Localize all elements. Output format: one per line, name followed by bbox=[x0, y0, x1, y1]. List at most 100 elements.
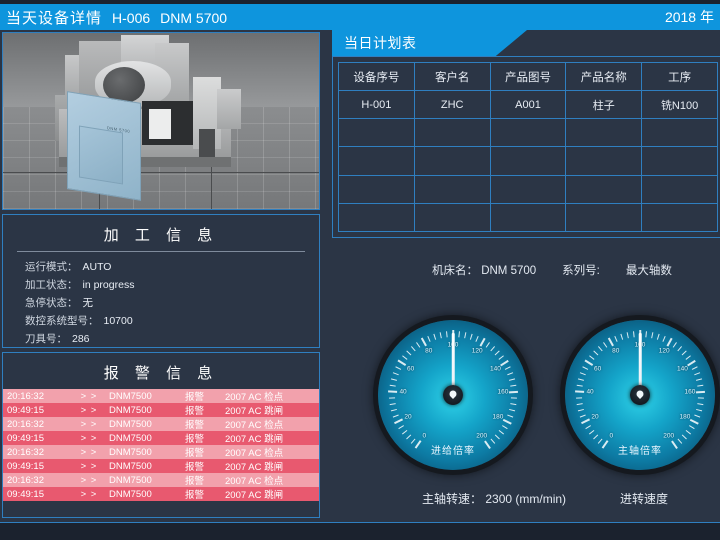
alarm-row[interactable]: 09:49:15 > > DNM7500 报警 2007 AC 跳闸 bbox=[3, 431, 319, 445]
plan-cell: A001 bbox=[489, 89, 567, 120]
process-info-value: 无 bbox=[82, 297, 94, 309]
alarm-row[interactable]: 20:16:32 > > DNM7500 报警 2007 AC 检点 bbox=[3, 417, 319, 431]
plan-cell: 柱子 bbox=[565, 89, 643, 120]
plan-cell bbox=[565, 146, 643, 176]
machine-part-fin bbox=[199, 129, 215, 161]
floor-line-a bbox=[3, 172, 319, 173]
plan-column-header: 客户名 bbox=[413, 62, 491, 91]
process-info-label: 加工状态： bbox=[25, 279, 78, 291]
process-info-value: AUTO bbox=[82, 261, 112, 273]
alarm-time: 09:49:15 bbox=[7, 404, 44, 416]
alarm-code: 2007 AC 跳闸 bbox=[225, 434, 284, 445]
alarm-row[interactable]: 09:49:15 > > DNM7500 报警 2007 AC 跳闸 bbox=[3, 487, 319, 501]
alarm-code: 2007 AC 跳闸 bbox=[225, 462, 284, 473]
daily-plan-header-row: 设备序号 客户名 产品图号 产品名称 工序 bbox=[338, 62, 718, 91]
daily-plan-tbody: H-001 ZHC A001 柱子 铣N100 bbox=[338, 89, 718, 233]
gauge-tick-label: 80 bbox=[612, 347, 620, 355]
floor-line-c bbox=[211, 163, 212, 209]
alarm-kind: 报警 bbox=[185, 434, 205, 445]
tab-daily-plan[interactable]: 当日计划表 bbox=[332, 30, 527, 56]
table-row[interactable] bbox=[338, 174, 718, 204]
alarm-time: 20:16:32 bbox=[7, 446, 44, 458]
gauge-tick-label: 20 bbox=[404, 413, 412, 421]
machine-meta-row: 机床名： DNM 5700 系列号: 最大轴数 bbox=[332, 262, 720, 278]
table-row[interactable] bbox=[338, 146, 718, 176]
table-row[interactable]: H-001 ZHC A001 柱子 铣N100 bbox=[338, 89, 718, 120]
machine-meta-item: 系列号: bbox=[562, 262, 600, 278]
machine-part-front-inset bbox=[79, 125, 123, 185]
plan-cell bbox=[413, 202, 491, 233]
alarm-arrow: > > bbox=[80, 474, 98, 486]
daily-plan-thead: 设备序号 客户名 产品图号 产品名称 工序 bbox=[338, 62, 718, 91]
alarm-device: DNM7500 bbox=[109, 474, 152, 486]
alarm-device: DNM7500 bbox=[109, 432, 152, 444]
gauge-spindle-override: 020406080100120140160180200 主轴倍率 bbox=[561, 316, 719, 474]
gauge-tick-label: 180 bbox=[492, 413, 504, 421]
gauge-tick-label: 200 bbox=[476, 432, 488, 440]
gauge-spindle-name: 主轴倍率 bbox=[618, 446, 662, 457]
header-left-group: 当天设备详情 H-006 DNM 5700 bbox=[6, 7, 227, 28]
alarm-kind: 报警 bbox=[185, 448, 205, 459]
process-info-label: 刀具号： bbox=[25, 333, 67, 345]
process-info-title: 加 工 信 息 bbox=[103, 227, 219, 244]
plan-cell bbox=[489, 146, 567, 176]
gauge-tick-label: 200 bbox=[663, 432, 675, 440]
plan-cell bbox=[565, 174, 643, 204]
alarm-device: DNM7500 bbox=[109, 488, 152, 500]
process-title-divider bbox=[17, 251, 305, 252]
machine-meta-item: 机床名： DNM 5700 bbox=[432, 262, 536, 278]
alarm-device: DNM7500 bbox=[109, 446, 152, 458]
process-info-panel: 加 工 信 息 运行模式： AUTO 加工状态： in progress 急停状态： 无数… bbox=[2, 214, 320, 348]
gauge-tick-label: 120 bbox=[471, 347, 483, 355]
plan-cell bbox=[489, 174, 567, 204]
machine-meta-item: 最大轴数 bbox=[626, 262, 672, 278]
speed-readout-label: 进转速度 bbox=[620, 492, 669, 506]
gauge-tick-label: 60 bbox=[406, 365, 415, 372]
plan-column-header: 产品名称 bbox=[565, 62, 643, 91]
table-row[interactable] bbox=[338, 202, 718, 233]
process-info-list: 运行模式： AUTO 加工状态： in progress 急停状态： 无数控系统型号： 10… bbox=[3, 252, 319, 348]
process-info-row: 数控系统型号： 10700 bbox=[25, 312, 319, 330]
gauge-feed-face: 020406080100120140160180200 进给倍率 bbox=[378, 320, 528, 470]
gauge-tick-label: 120 bbox=[658, 347, 670, 355]
alarm-time: 09:49:15 bbox=[7, 432, 44, 444]
table-row[interactable] bbox=[338, 118, 718, 148]
gauge-tick-label: 160 bbox=[684, 388, 696, 396]
alarm-row[interactable]: 09:49:15 > > DNM7500 报警 2007 AC 跳闸 bbox=[3, 459, 319, 473]
machine-meta-value: DNM 5700 bbox=[478, 265, 537, 277]
alarm-row[interactable]: 20:16:32 > > DNM7500 报警 2007 AC 检点 bbox=[3, 389, 319, 403]
gauge-spindle-needle bbox=[638, 333, 642, 395]
daily-plan-table: 设备序号 客户名 产品图号 产品名称 工序 H-001 ZHC A001 柱子 铣N100 bbox=[338, 62, 718, 233]
alarm-kind: 报警 bbox=[185, 490, 205, 501]
plan-cell bbox=[338, 174, 415, 204]
gauge-tick-label: 0 bbox=[422, 432, 427, 440]
process-info-row: 运行模式： AUTO bbox=[25, 258, 319, 276]
gauge-tick-label: 40 bbox=[586, 388, 594, 396]
speed-readout-row: 主轴转速： 2300 (mm/min) 进转速度 bbox=[332, 490, 720, 507]
alarm-row[interactable]: 20:16:32 > > DNM7500 报警 2007 AC 检点 bbox=[3, 445, 319, 459]
alarm-row[interactable]: 09:49:15 > > DNM7500 报警 2007 AC 跳闸 bbox=[3, 403, 319, 417]
plan-cell bbox=[338, 202, 415, 233]
alarm-device: DNM7500 bbox=[109, 404, 152, 416]
process-info-row: 刀具号： 286 bbox=[25, 330, 319, 348]
plan-cell: 铣N100 bbox=[641, 89, 718, 120]
plan-cell bbox=[489, 202, 567, 233]
plan-column-header: 产品图号 bbox=[489, 62, 567, 91]
alarm-code: 2007 AC 检点 bbox=[225, 392, 284, 403]
plan-cell bbox=[565, 202, 643, 233]
tab-daily-plan-label: 当日计划表 bbox=[344, 35, 417, 51]
gauge-feed-override: 020406080100120140160180200 进给倍率 bbox=[374, 316, 532, 474]
machine-part-right-2 bbox=[217, 89, 241, 129]
gauge-spindle-face: 020406080100120140160180200 主轴倍率 bbox=[565, 320, 715, 470]
speed-readout-item: 主轴转速： 2300 (mm/min) bbox=[422, 490, 566, 507]
alarm-row-list: 20:16:32 > > DNM7500 报警 2007 AC 检点 09:49:15 > … bbox=[3, 389, 319, 501]
gauge-tick-label: 0 bbox=[609, 432, 614, 440]
top-strip bbox=[0, 0, 720, 4]
gauge-tick-label: 80 bbox=[425, 347, 433, 355]
header-machine-model: DNM 5700 bbox=[160, 9, 228, 26]
machine-part-base-shadow bbox=[59, 157, 231, 167]
speed-readout-value: 2300 (mm/min) bbox=[482, 492, 567, 506]
alarm-row[interactable]: 20:16:32 > > DNM7500 报警 2007 AC 检点 bbox=[3, 473, 319, 487]
alarm-arrow: > > bbox=[80, 488, 98, 500]
